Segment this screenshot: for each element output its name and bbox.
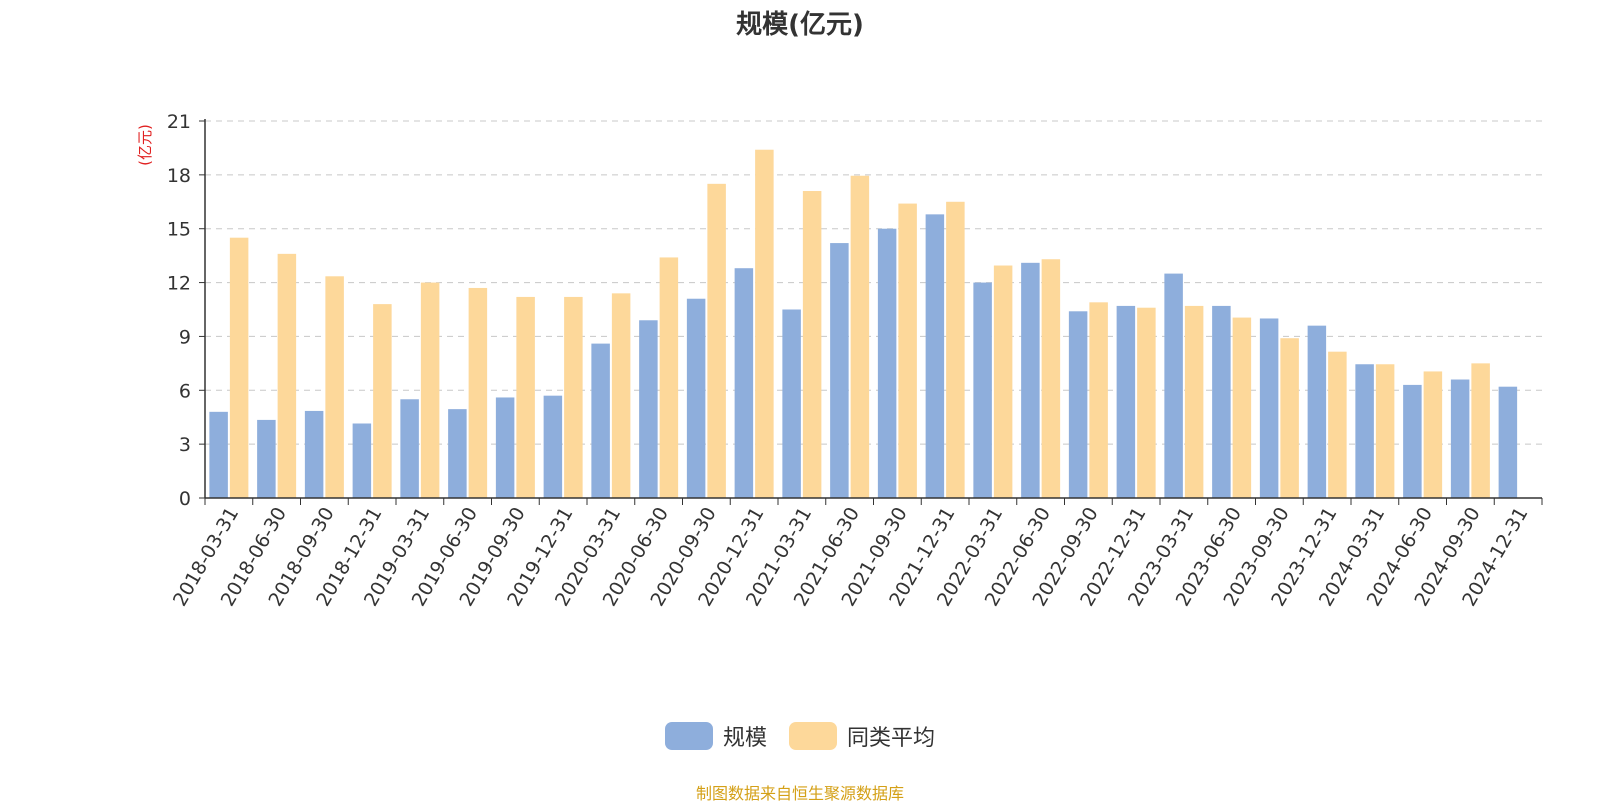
- bar-peer-average[interactable]: [659, 257, 679, 498]
- legend-swatch-scale: [664, 722, 713, 750]
- bar-scale[interactable]: [877, 228, 897, 498]
- bar-peer-average[interactable]: [516, 296, 535, 498]
- bar-peer-average[interactable]: [564, 296, 583, 498]
- bar-scale[interactable]: [1450, 379, 1470, 498]
- chart-title: 规模(亿元): [736, 10, 864, 40]
- bar-peer-average[interactable]: [1471, 363, 1490, 498]
- bar-scale[interactable]: [782, 309, 801, 499]
- bar-peer-average[interactable]: [993, 265, 1013, 498]
- bar-peer-average[interactable]: [755, 149, 774, 498]
- bar-peer-average[interactable]: [946, 201, 965, 499]
- legend-item-peer-average[interactable]: 同类平均: [789, 720, 935, 752]
- bar-scale[interactable]: [1021, 262, 1040, 498]
- bar-peer-average[interactable]: [1041, 259, 1061, 498]
- bar-scale[interactable]: [304, 410, 324, 498]
- legend-swatch-peer-average: [789, 722, 837, 750]
- legend-item-scale[interactable]: 规模: [664, 720, 767, 752]
- bar-scale[interactable]: [1212, 305, 1231, 498]
- bar-scale[interactable]: [448, 409, 467, 498]
- bar-peer-average[interactable]: [802, 191, 822, 498]
- bar-peer-average[interactable]: [707, 183, 726, 499]
- bar-peer-average[interactable]: [1423, 371, 1443, 498]
- bar-peer-average[interactable]: [1089, 302, 1108, 498]
- x-tick-labels: 2018-03-312018-06-302018-09-302018-12-31…: [169, 504, 1533, 611]
- bar-peer-average[interactable]: [420, 282, 440, 498]
- y-tick-label: 15: [167, 219, 191, 241]
- bar-peer-average[interactable]: [277, 253, 297, 498]
- bar-peer-average[interactable]: [1184, 305, 1204, 498]
- bars: [209, 149, 1518, 499]
- bar-scale[interactable]: [257, 419, 276, 498]
- bar-scale[interactable]: [209, 411, 228, 498]
- bar-scale[interactable]: [1259, 318, 1279, 498]
- y-tick-label: 6: [179, 380, 191, 402]
- bar-scale[interactable]: [400, 399, 419, 498]
- y-tick-label: 18: [167, 165, 191, 187]
- bar-scale[interactable]: [639, 320, 658, 498]
- axes: [199, 119, 1543, 505]
- bar-scale[interactable]: [830, 243, 849, 498]
- y-tick-label: 21: [167, 111, 191, 133]
- y-tick-label: 0: [179, 488, 191, 510]
- legend-label-scale: 规模: [722, 726, 767, 751]
- bar-peer-average[interactable]: [325, 276, 344, 498]
- source-note: 制图数据来自恒生聚源数据库: [695, 784, 904, 803]
- bar-scale[interactable]: [1116, 305, 1136, 498]
- bar-peer-average[interactable]: [468, 287, 488, 498]
- bar-peer-average[interactable]: [229, 237, 249, 498]
- bar-scale[interactable]: [352, 423, 372, 498]
- y-tick-label: 12: [167, 273, 191, 295]
- bar-scale[interactable]: [1403, 384, 1422, 498]
- bar-scale[interactable]: [1164, 273, 1183, 498]
- bar-peer-average[interactable]: [611, 293, 631, 498]
- bar-peer-average[interactable]: [373, 304, 392, 498]
- bar-scale[interactable]: [734, 268, 754, 498]
- bar-scale[interactable]: [1068, 311, 1088, 498]
- bar-scale[interactable]: [925, 214, 945, 498]
- legend-label-peer-average: 同类平均: [847, 726, 936, 751]
- bar-scale[interactable]: [973, 282, 992, 498]
- bar-peer-average[interactable]: [1137, 307, 1156, 498]
- y-tick-labels: 0 3 6 9 12 15 18 21: [167, 111, 191, 510]
- bar-peer-average[interactable]: [1280, 338, 1299, 498]
- bar-scale[interactable]: [543, 395, 563, 498]
- bar-peer-average[interactable]: [1328, 351, 1347, 498]
- bar-scale[interactable]: [591, 343, 610, 498]
- bar-peer-average[interactable]: [898, 203, 917, 499]
- bar-peer-average[interactable]: [1375, 364, 1395, 498]
- bar-scale[interactable]: [495, 397, 515, 498]
- bar-scale[interactable]: [1498, 386, 1518, 498]
- y-tick-label: 9: [179, 326, 191, 348]
- bar-scale[interactable]: [1355, 364, 1374, 498]
- bar-peer-average[interactable]: [850, 175, 870, 498]
- bar-peer-average[interactable]: [1232, 317, 1252, 498]
- legend: 规模 同类平均: [0, 720, 1600, 752]
- y-axis-label: (亿元): [136, 124, 154, 166]
- bar-scale[interactable]: [686, 298, 706, 498]
- bar-scale[interactable]: [1307, 325, 1327, 498]
- y-tick-label: 3: [179, 434, 191, 456]
